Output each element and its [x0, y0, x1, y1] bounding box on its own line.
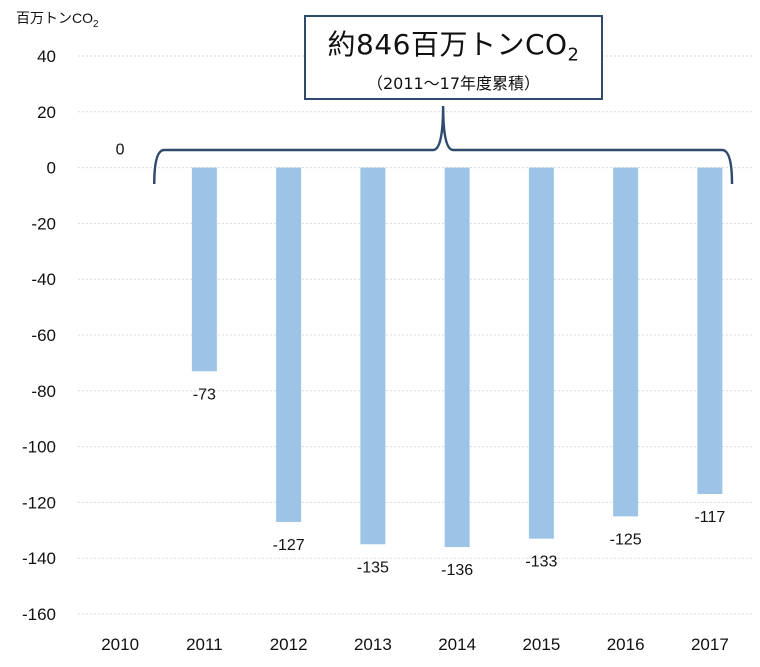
data-label: 0 [116, 142, 125, 159]
x-tick-label: 2016 [607, 635, 645, 654]
bar [276, 167, 302, 522]
y-tick-label: -100 [22, 438, 56, 457]
data-label: -125 [610, 531, 642, 548]
data-label: -135 [357, 559, 389, 576]
data-label: -127 [273, 537, 305, 554]
x-tick-label: 2017 [691, 635, 729, 654]
data-label: -117 [694, 509, 725, 526]
data-label: -73 [193, 386, 216, 403]
annotation-brace [153, 105, 734, 185]
annotation-period: （2011～17年度累積） [366, 73, 541, 93]
x-tick-label: 2013 [354, 635, 392, 654]
x-tick-label: 2014 [438, 635, 476, 654]
x-tick-label: 2015 [522, 635, 560, 654]
y-tick-label: -140 [22, 549, 56, 568]
y-tick-label: 20 [37, 103, 56, 122]
y-tick-label: -20 [31, 214, 56, 233]
x-tick-label: 2010 [101, 635, 139, 654]
y-tick-label: 40 [37, 47, 56, 66]
bar [191, 167, 217, 372]
x-tick-label: 2011 [186, 635, 223, 654]
annotation-callout: 約846百万トンCO2 （2011～17年度累積） [304, 15, 603, 100]
y-tick-label: -40 [31, 270, 56, 289]
x-tick-label: 2012 [270, 635, 308, 654]
y-tick-label: -80 [31, 382, 56, 401]
data-label: -136 [441, 562, 473, 579]
y-tick-label: -160 [22, 605, 56, 624]
y-tick-label: -120 [22, 493, 56, 512]
bar [444, 167, 470, 548]
bar [613, 167, 639, 517]
y-tick-label: -60 [31, 326, 56, 345]
bar [360, 167, 386, 545]
y-tick-label: 0 [47, 159, 56, 178]
annotation-total: 約846百万トンCO2 [327, 28, 580, 66]
data-label: -133 [525, 554, 557, 571]
bar [528, 167, 554, 539]
bar [697, 167, 723, 495]
y-axis-unit: 百万トンCO2 [16, 10, 99, 30]
